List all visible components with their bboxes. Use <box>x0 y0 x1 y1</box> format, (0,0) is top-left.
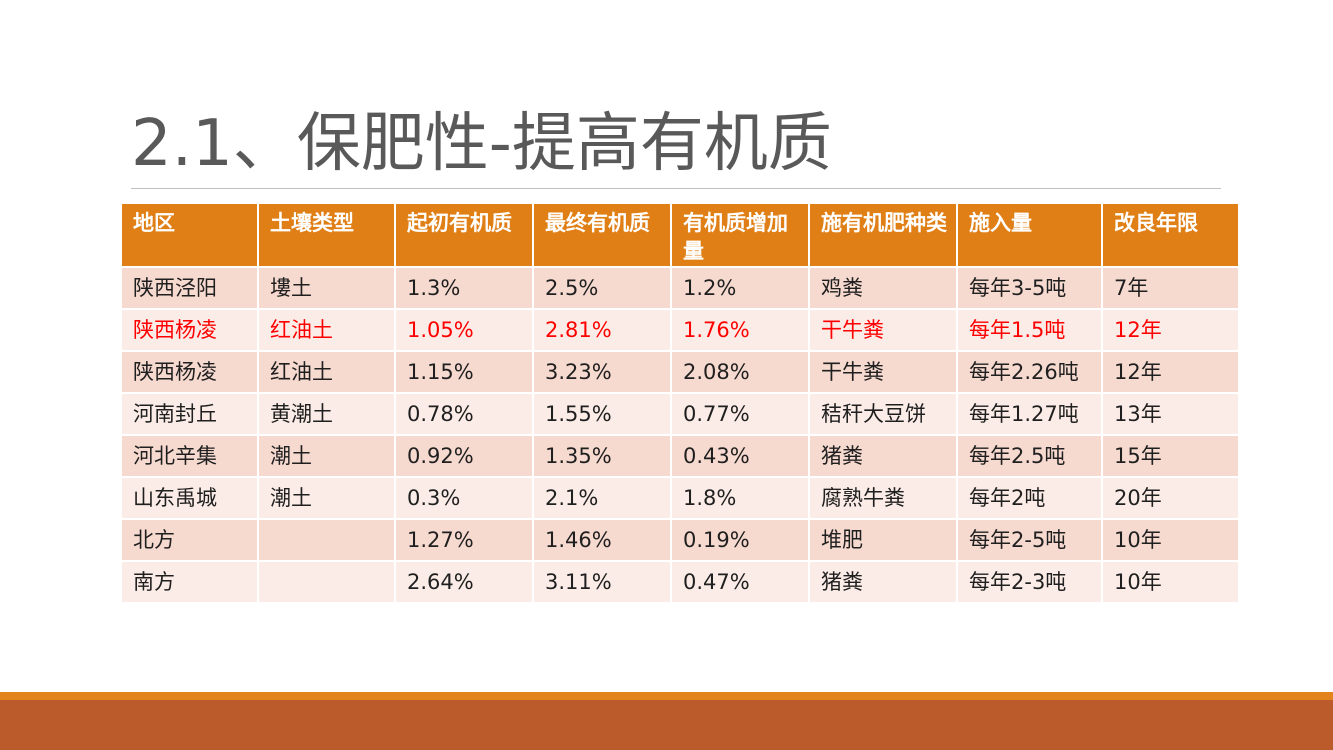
table-cell: 3.23% <box>532 350 672 394</box>
table-cell: 1.76% <box>670 308 810 352</box>
table-cell: 0.77% <box>670 392 810 436</box>
table-cell: 0.47% <box>670 560 810 604</box>
table-cell: 秸秆大豆饼 <box>808 392 958 436</box>
table-cell: 陕西杨凌 <box>120 308 259 352</box>
table-row: 陕西杨凌 红油土 1.15% 3.23% 2.08% 干牛粪 每年2.26吨 1… <box>120 350 1240 394</box>
table-row: 河南封丘 黄潮土 0.78% 1.55% 0.77% 秸秆大豆饼 每年1.27吨… <box>120 392 1240 436</box>
header-cell: 土壤类型 <box>257 202 396 268</box>
table-cell: 1.15% <box>394 350 534 394</box>
table-cell: 2.5% <box>532 266 672 310</box>
header-cell: 施有机肥种类 <box>808 202 958 268</box>
table-cell: 干牛粪 <box>808 308 958 352</box>
table-cell: 10年 <box>1101 560 1240 604</box>
table-cell: 南方 <box>120 560 259 604</box>
table-cell <box>257 518 396 562</box>
table-cell: 1.8% <box>670 476 810 520</box>
table-cell: 1.2% <box>670 266 810 310</box>
table-cell: 每年2.5吨 <box>956 434 1103 478</box>
table-cell: 每年2.26吨 <box>956 350 1103 394</box>
title-divider <box>131 188 1221 189</box>
table-cell: 20年 <box>1101 476 1240 520</box>
header-cell: 改良年限 <box>1101 202 1240 268</box>
table-cell: 堆肥 <box>808 518 958 562</box>
table-cell: 每年1.5吨 <box>956 308 1103 352</box>
table-cell: 12年 <box>1101 350 1240 394</box>
table-cell: 每年2吨 <box>956 476 1103 520</box>
table-row: 北方 1.27% 1.46% 0.19% 堆肥 每年2-5吨 10年 <box>120 518 1240 562</box>
table-cell: 0.92% <box>394 434 534 478</box>
table-cell: 红油土 <box>257 350 396 394</box>
table-row: 南方 2.64% 3.11% 0.47% 猪粪 每年2-3吨 10年 <box>120 560 1240 604</box>
table-cell: 1.05% <box>394 308 534 352</box>
table-cell: 13年 <box>1101 392 1240 436</box>
table-cell: 潮土 <box>257 476 396 520</box>
header-cell: 地区 <box>120 202 259 268</box>
table-row: 山东禹城 潮土 0.3% 2.1% 1.8% 腐熟牛粪 每年2吨 20年 <box>120 476 1240 520</box>
slide-title: 2.1、保肥性-提高有机质 <box>131 107 832 181</box>
header-cell: 起初有机质 <box>394 202 534 268</box>
table-cell: 10年 <box>1101 518 1240 562</box>
table-cell: 15年 <box>1101 434 1240 478</box>
table-cell: 7年 <box>1101 266 1240 310</box>
table-cell: 2.81% <box>532 308 672 352</box>
table-row: 陕西杨凌 红油土 1.05% 2.81% 1.76% 干牛粪 每年1.5吨 12… <box>120 308 1240 352</box>
header-cell: 施入量 <box>956 202 1103 268</box>
table-cell: 1.35% <box>532 434 672 478</box>
table-cell: 1.27% <box>394 518 534 562</box>
table-cell: 鸡粪 <box>808 266 958 310</box>
header-cell: 最终有机质 <box>532 202 672 268</box>
table-cell: 每年2-3吨 <box>956 560 1103 604</box>
table-cell: 每年2-5吨 <box>956 518 1103 562</box>
table-cell: 猪粪 <box>808 560 958 604</box>
table-cell: 每年1.27吨 <box>956 392 1103 436</box>
data-table: 地区 土壤类型 起初有机质 最终有机质 有机质增加量 施有机肥种类 施入量 改良… <box>120 202 1240 604</box>
footer-accent-bar <box>0 692 1333 700</box>
header-cell: 有机质增加量 <box>670 202 810 268</box>
table-header-row: 地区 土壤类型 起初有机质 最终有机质 有机质增加量 施有机肥种类 施入量 改良… <box>120 202 1240 268</box>
table-cell: 腐熟牛粪 <box>808 476 958 520</box>
table-cell: 12年 <box>1101 308 1240 352</box>
table-cell: 塿土 <box>257 266 396 310</box>
table-cell: 1.3% <box>394 266 534 310</box>
table-cell: 陕西泾阳 <box>120 266 259 310</box>
table-row: 陕西泾阳 塿土 1.3% 2.5% 1.2% 鸡粪 每年3-5吨 7年 <box>120 266 1240 310</box>
table-cell: 河南封丘 <box>120 392 259 436</box>
table-cell: 0.3% <box>394 476 534 520</box>
table-cell: 1.55% <box>532 392 672 436</box>
table-cell: 河北辛集 <box>120 434 259 478</box>
table-cell: 干牛粪 <box>808 350 958 394</box>
table-cell: 红油土 <box>257 308 396 352</box>
table-cell <box>257 560 396 604</box>
table-cell: 每年3-5吨 <box>956 266 1103 310</box>
table-cell: 山东禹城 <box>120 476 259 520</box>
footer-band <box>0 700 1333 750</box>
table-cell: 2.08% <box>670 350 810 394</box>
table-cell: 0.19% <box>670 518 810 562</box>
table-cell: 3.11% <box>532 560 672 604</box>
table-cell: 2.64% <box>394 560 534 604</box>
table-cell: 北方 <box>120 518 259 562</box>
table-cell: 0.78% <box>394 392 534 436</box>
table-cell: 0.43% <box>670 434 810 478</box>
table-row: 河北辛集 潮土 0.92% 1.35% 0.43% 猪粪 每年2.5吨 15年 <box>120 434 1240 478</box>
table-cell: 1.46% <box>532 518 672 562</box>
table-cell: 陕西杨凌 <box>120 350 259 394</box>
table-cell: 2.1% <box>532 476 672 520</box>
table-cell: 潮土 <box>257 434 396 478</box>
table-cell: 猪粪 <box>808 434 958 478</box>
table-cell: 黄潮土 <box>257 392 396 436</box>
